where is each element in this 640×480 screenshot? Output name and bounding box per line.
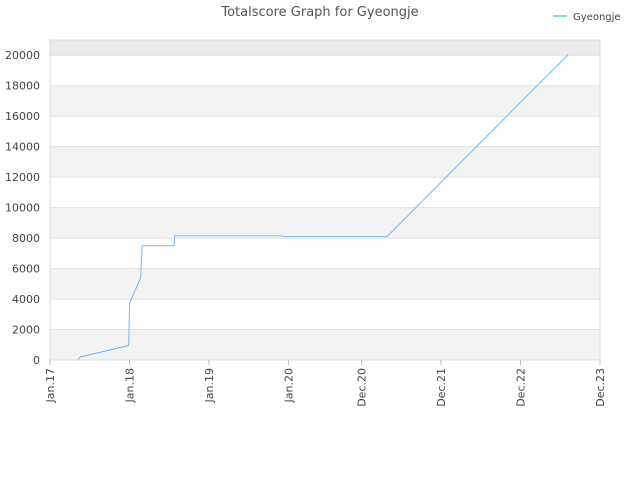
plot-border: [49, 39, 601, 361]
x-tick-label: Dec.22: [515, 368, 528, 407]
y-tick-label: 6000: [12, 263, 40, 276]
y-tick-label: 4000: [12, 293, 40, 306]
y-tick-label: 18000: [5, 80, 40, 93]
plot-band: [50, 116, 600, 147]
plot-band: [50, 268, 600, 300]
plot-band: [50, 238, 600, 269]
y-tick-label: 8000: [12, 232, 40, 245]
y-tick-label: 12000: [5, 171, 40, 184]
plot-band: [50, 207, 600, 239]
plot-band: [50, 85, 600, 117]
y-tick-label: 2000: [12, 324, 40, 337]
plot-band: [50, 329, 600, 360]
plot-band: [50, 299, 600, 330]
plot-band: [50, 55, 600, 86]
plot-band: [50, 40, 600, 56]
x-tick-label: Jan.18: [123, 368, 136, 403]
plot-band: [50, 146, 600, 178]
x-tick-label: Dec.23: [594, 368, 607, 407]
y-tick-label: 16000: [5, 110, 40, 123]
x-tick-label: Dec.21: [435, 368, 448, 407]
y-tick-label: 0: [33, 354, 40, 367]
x-tick-label: Jan.19: [203, 368, 216, 403]
y-tick-label: 20000: [5, 49, 40, 62]
y-tick-label: 10000: [5, 202, 40, 215]
x-tick-label: Jan.17: [44, 368, 57, 403]
x-tick-label: Dec.20: [356, 368, 369, 407]
x-tick-label: Jan.20: [282, 368, 295, 403]
legend-label: Gyeongje: [573, 12, 621, 23]
chart-title: Totalscore Graph for Gyeongje: [220, 5, 418, 20]
series-line: [77, 54, 569, 361]
plot-band: [50, 177, 600, 208]
y-tick-label: 14000: [5, 141, 40, 154]
plot-bands: [50, 40, 600, 360]
